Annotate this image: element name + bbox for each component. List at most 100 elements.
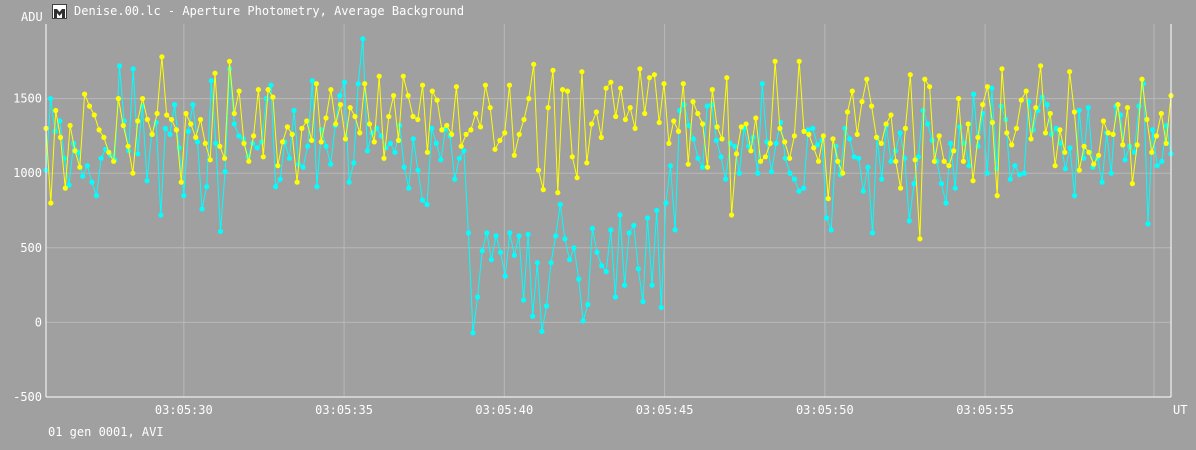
data-point [48, 96, 54, 102]
data-point [535, 167, 542, 173]
data-point [366, 121, 373, 127]
data-point [231, 121, 237, 127]
data-point [1115, 102, 1121, 108]
data-point [704, 164, 711, 170]
data-point [313, 81, 319, 87]
data-point [521, 116, 527, 123]
data-point [796, 188, 802, 194]
data-point [971, 91, 977, 97]
data-point [920, 107, 926, 114]
data-point [777, 125, 783, 131]
x-tick-label: 03:05:30 [155, 403, 213, 417]
data-point [560, 87, 566, 93]
data-point [632, 125, 638, 131]
data-point [360, 36, 366, 42]
series-1 [43, 36, 1174, 336]
data-point [545, 105, 551, 111]
data-point [555, 190, 561, 196]
data-point [671, 118, 677, 124]
data-point [86, 103, 93, 109]
data-point [758, 158, 764, 164]
data-point [748, 148, 754, 154]
data-point [1076, 167, 1082, 173]
data-point [585, 301, 591, 308]
data-point [656, 119, 662, 126]
data-point [854, 131, 860, 137]
app-icon[interactable] [52, 4, 67, 19]
data-point [828, 227, 834, 233]
data-point [420, 82, 426, 88]
data-point [700, 164, 706, 170]
data-point [497, 137, 503, 143]
data-point [791, 133, 798, 139]
data-point [787, 170, 793, 176]
data-point [226, 58, 233, 64]
data-point [395, 137, 402, 143]
window-titlebar: Denise.00.lc - Aperture Photometry, Aver… [0, 0, 1196, 24]
data-point [805, 127, 811, 133]
data-point [1013, 125, 1020, 131]
data-point [479, 248, 485, 254]
data-point [185, 128, 191, 134]
data-point [251, 133, 257, 139]
data-point [461, 148, 467, 154]
data-point [263, 96, 269, 102]
data-point [351, 160, 357, 166]
data-point [759, 81, 765, 87]
data-point [1099, 179, 1105, 185]
data-point [255, 87, 261, 93]
data-point [1110, 131, 1116, 137]
data-point [851, 154, 857, 160]
data-point [52, 128, 58, 134]
data-point [912, 157, 918, 163]
data-point [159, 54, 165, 60]
data-point [197, 116, 204, 123]
data-point [164, 112, 170, 118]
data-point [666, 140, 672, 146]
data-point [608, 79, 614, 85]
data-point [199, 206, 205, 212]
data-point [275, 163, 281, 169]
data-point [465, 230, 471, 236]
data-point [531, 61, 537, 67]
data-point [82, 91, 88, 97]
data-point [893, 158, 899, 164]
data-point [849, 88, 855, 94]
data-point [936, 133, 942, 139]
data-point [526, 96, 532, 102]
data-point [246, 158, 252, 164]
data-point [667, 163, 674, 169]
data-point [1150, 127, 1156, 133]
y-tick-label: 0 [35, 315, 42, 329]
data-point [989, 85, 995, 91]
data-point [840, 170, 846, 176]
data-point [392, 149, 398, 155]
data-point [405, 93, 411, 99]
data-point [1044, 102, 1050, 108]
data-point [66, 182, 72, 188]
data-point [1081, 143, 1087, 149]
data-point [337, 102, 344, 108]
data-point [569, 154, 575, 160]
data-point [1086, 149, 1092, 155]
data-point [487, 105, 493, 111]
data-point [1004, 130, 1010, 136]
data-point [801, 128, 807, 134]
data-point [125, 143, 131, 149]
data-point [241, 140, 247, 146]
data-point [1145, 221, 1151, 227]
y-axis-title: ADU [21, 10, 43, 24]
data-point [1131, 149, 1137, 155]
data-point [892, 148, 899, 154]
data-point [755, 170, 761, 176]
data-point [284, 124, 290, 130]
data-point [927, 84, 933, 90]
data-point [484, 230, 490, 236]
data-point [456, 155, 462, 161]
data-point [661, 81, 667, 87]
data-point [492, 146, 498, 152]
data-point [917, 236, 923, 242]
data-point [713, 137, 720, 143]
data-point [434, 97, 440, 103]
